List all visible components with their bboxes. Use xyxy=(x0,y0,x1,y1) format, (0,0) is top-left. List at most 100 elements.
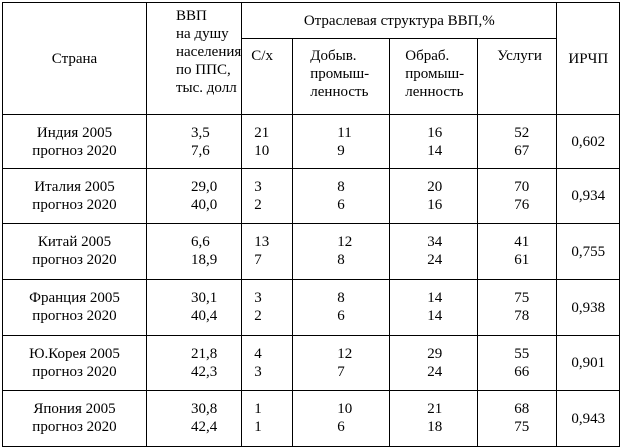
gdp-value: 42,4 xyxy=(191,419,218,435)
header-manufacturing-line: промыш- xyxy=(405,66,465,82)
hdi-cell: 0,901 xyxy=(556,335,621,391)
table-row: Индия 2005 прогноз 2020 3,5 7,6 21 10 11 9 1… xyxy=(2,114,621,169)
country-cell: Ю.Корея 2005 прогноз 2020 xyxy=(2,335,147,391)
header-mining-line: ленность xyxy=(310,84,369,100)
services-cell: 70 76 xyxy=(477,168,558,224)
gdp-value: 40,4 xyxy=(191,308,218,324)
country-line: Китай 2005 xyxy=(37,234,112,250)
mining-value: 6 xyxy=(337,419,345,435)
manufacturing-value: 24 xyxy=(427,252,443,268)
services-cell: 68 75 xyxy=(477,390,558,447)
gdp-value: 29,0 xyxy=(191,179,218,195)
gdp-cell: 3,5 7,6 xyxy=(145,114,243,169)
agriculture-value: 3 xyxy=(254,179,262,195)
gdp-value: 18,9 xyxy=(191,252,218,268)
agriculture-value: 4 xyxy=(254,346,262,362)
agriculture-value: 10 xyxy=(254,143,270,159)
gdp-cell: 30,8 42,4 xyxy=(145,390,243,447)
mining-value: 8 xyxy=(337,252,345,268)
manufacturing-cell: 14 14 xyxy=(389,279,479,336)
mining-cell: 11 9 xyxy=(292,114,391,169)
mining-value: 10 xyxy=(337,401,353,417)
agriculture-value: 7 xyxy=(254,252,262,268)
header-country: Страна xyxy=(2,2,147,115)
agriculture-value: 3 xyxy=(254,290,262,306)
country-line: Франция 2005 xyxy=(29,290,120,306)
hdi-cell: 0,943 xyxy=(556,390,621,447)
header-hdi: ИРЧП xyxy=(556,2,621,115)
agriculture-value: 21 xyxy=(254,125,270,141)
manufacturing-value: 18 xyxy=(427,419,443,435)
mining-value: 11 xyxy=(337,125,352,141)
mining-value: 7 xyxy=(337,364,345,380)
services-value: 75 xyxy=(514,290,530,306)
header-services: Услуги xyxy=(477,38,558,115)
header-gdp-structure: Отраслевая структура ВВП,% xyxy=(241,2,558,39)
services-value: 61 xyxy=(514,252,530,268)
manufacturing-cell: 21 18 xyxy=(389,390,479,447)
country-cell: Италия 2005 прогноз 2020 xyxy=(2,168,147,224)
header-agriculture: С/х xyxy=(241,38,294,115)
mining-value: 8 xyxy=(337,290,345,306)
mining-value: 12 xyxy=(337,346,353,362)
services-value: 78 xyxy=(514,308,530,324)
header-manufacturing: Обраб. промыш- ленность xyxy=(389,38,479,115)
table-row: Китай 2005 прогноз 2020 6,6 18,9 13 7 12 8 3… xyxy=(2,223,621,280)
mining-value: 12 xyxy=(337,234,353,250)
header-row-sub: С/х Добыв. промыш- ленность Обраб. промы… xyxy=(3,38,620,115)
gdp-cell: 21,8 42,3 xyxy=(145,335,243,391)
gdp-value: 30,8 xyxy=(191,401,218,417)
country-line: прогноз 2020 xyxy=(32,252,117,268)
services-value: 52 xyxy=(514,125,530,141)
mining-value: 8 xyxy=(337,179,345,195)
manufacturing-cell: 29 24 xyxy=(389,335,479,391)
services-cell: 75 78 xyxy=(477,279,558,336)
gdp-cell: 29,0 40,0 xyxy=(145,168,243,224)
hdi-cell: 0,938 xyxy=(556,279,621,336)
services-value: 76 xyxy=(514,197,530,213)
manufacturing-value: 16 xyxy=(427,197,443,213)
services-value: 68 xyxy=(514,401,530,417)
country-line: прогноз 2020 xyxy=(32,197,117,213)
agriculture-value: 2 xyxy=(254,197,262,213)
hdi-cell: 0,934 xyxy=(556,168,621,224)
mining-value: 6 xyxy=(337,308,345,324)
manufacturing-value: 21 xyxy=(427,401,443,417)
header-gdp: ВВП на душу населения по ППС, тыс. долл xyxy=(145,2,243,115)
gdp-value: 7,6 xyxy=(191,143,210,159)
agriculture-value: 13 xyxy=(254,234,270,250)
header-gdp-line: тыс. долл xyxy=(176,80,237,96)
manufacturing-value: 14 xyxy=(427,143,443,159)
header-manufacturing-line: Обраб. xyxy=(405,48,450,64)
country-line: прогноз 2020 xyxy=(32,364,117,380)
country-cell: Япония 2005 прогноз 2020 xyxy=(2,390,147,447)
header-row-top: Страна ВВП на душу населения по ППС, тыс… xyxy=(2,2,621,115)
country-line: прогноз 2020 xyxy=(32,143,117,159)
hdi-cell: 0,602 xyxy=(556,114,621,169)
country-line: прогноз 2020 xyxy=(32,419,117,435)
hdi-cell: 0,755 xyxy=(556,223,621,280)
mining-value: 9 xyxy=(337,143,345,159)
manufacturing-cell: 34 24 xyxy=(389,223,479,280)
services-value: 75 xyxy=(514,419,530,435)
country-cell: Франция 2005 прогноз 2020 xyxy=(2,279,147,336)
country-cell: Индия 2005 прогноз 2020 xyxy=(2,114,147,169)
services-value: 55 xyxy=(514,346,530,362)
header-gdp-line: на душу xyxy=(176,26,229,42)
header-gdp-line: населения xyxy=(176,44,242,60)
country-line: Италия 2005 xyxy=(34,179,115,195)
services-cell: 52 67 xyxy=(477,114,558,169)
mining-cell: 12 8 xyxy=(292,223,391,280)
gdp-value: 6,6 xyxy=(191,234,210,250)
header-gdp-line: ВВП xyxy=(176,8,207,24)
manufacturing-cell: 20 16 xyxy=(389,168,479,224)
gdp-value: 42,3 xyxy=(191,364,218,380)
gdp-cell: 6,6 18,9 xyxy=(145,223,243,280)
